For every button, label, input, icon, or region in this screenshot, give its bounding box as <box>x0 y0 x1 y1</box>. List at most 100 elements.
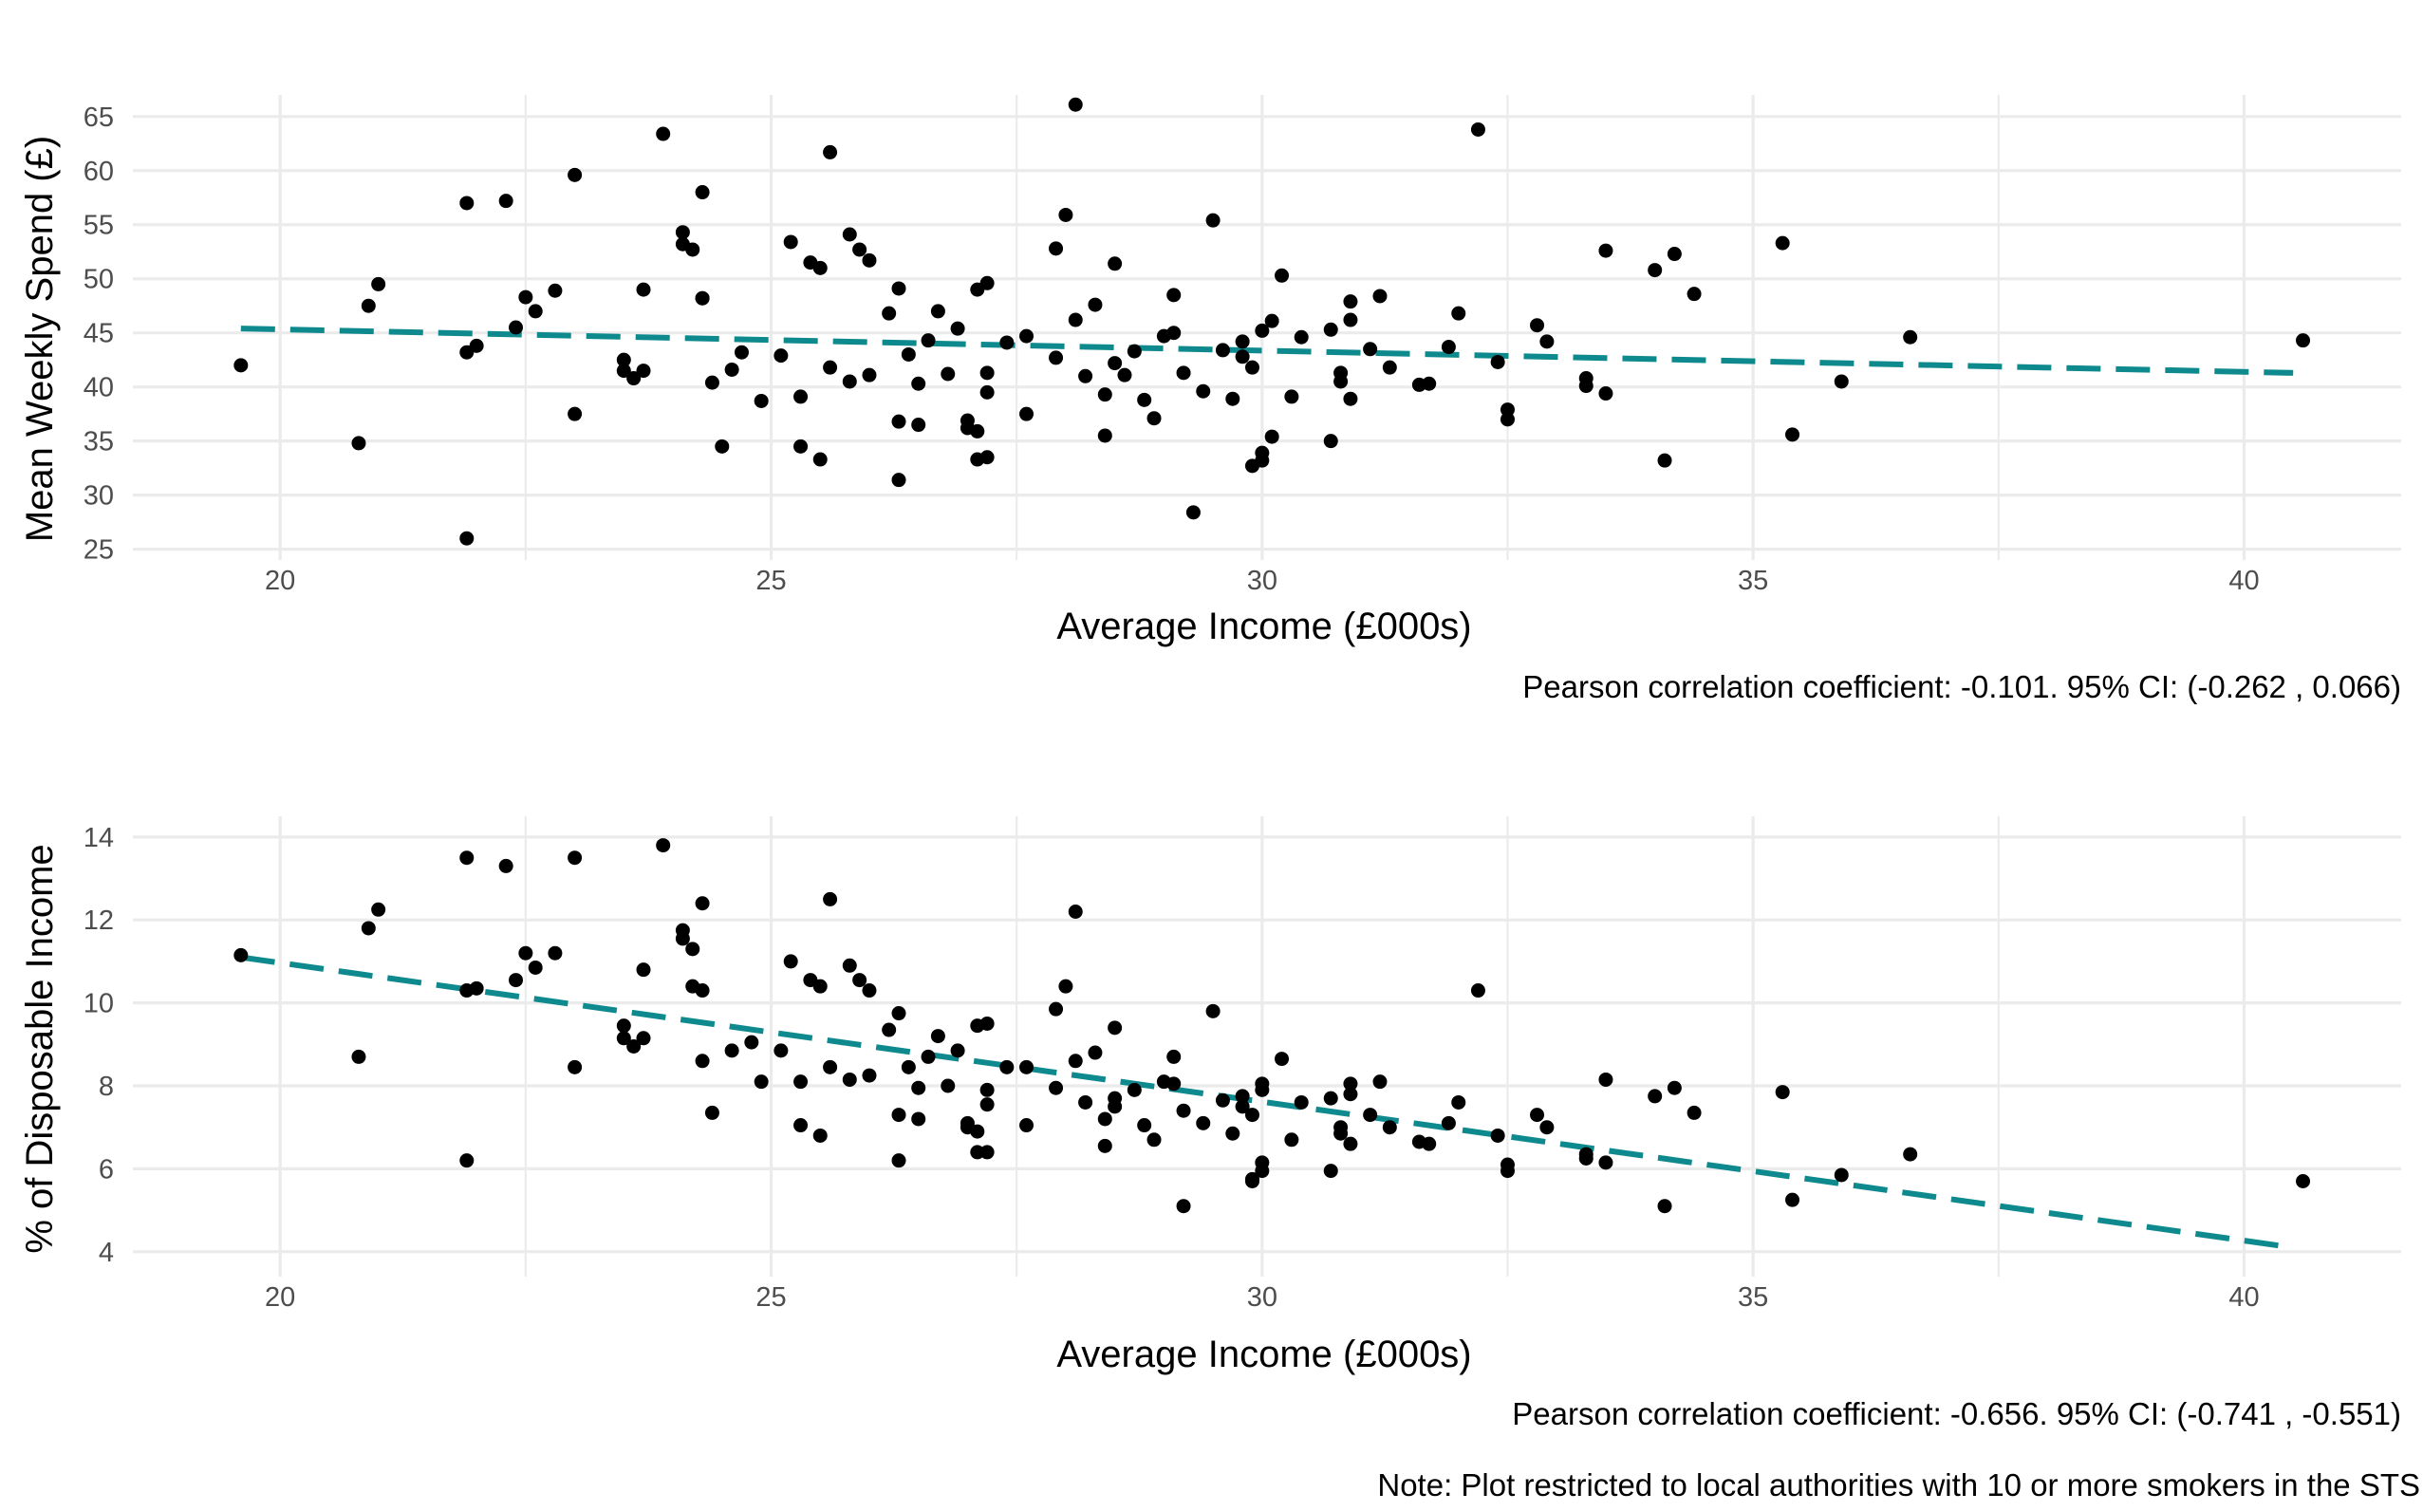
spend-data-point <box>616 352 631 367</box>
disposable-data-point <box>1500 1164 1515 1179</box>
disposable-data-point <box>911 1080 926 1095</box>
spend-data-point <box>1775 235 1790 251</box>
spend-data-point <box>1490 354 1505 369</box>
spend-data-point <box>518 289 533 305</box>
disposable-data-point <box>1333 1126 1349 1141</box>
disposable-gridlines <box>133 816 2401 1277</box>
disposable-data-point <box>979 1145 995 1160</box>
spend-data-point <box>568 406 583 421</box>
spend-data-point <box>979 365 995 381</box>
spend-data-point <box>793 439 809 454</box>
disposable-data-point <box>351 1049 366 1064</box>
spend-data-point <box>724 362 739 377</box>
disposable-data-point <box>842 1072 857 1087</box>
disposable-data-point <box>1049 1001 1064 1017</box>
spend-data-point <box>1422 376 1437 391</box>
disposable-data-point <box>1097 1111 1112 1127</box>
spend-data-point <box>715 439 730 454</box>
spend-data-point <box>1578 379 1594 394</box>
spend-data-point <box>626 371 642 386</box>
spend-data-point <box>1137 392 1152 407</box>
spend-data-point <box>921 333 936 348</box>
spend-data-point <box>812 452 828 467</box>
spend-data-point <box>1225 391 1240 406</box>
disposable-x-tick-label: 20 <box>265 1282 295 1313</box>
spend-points <box>233 97 2311 546</box>
disposable-data-point <box>1108 1020 1123 1036</box>
disposable-data-point <box>1078 1094 1093 1110</box>
disposable-data-point <box>1687 1105 1702 1120</box>
disposable-data-point <box>970 1124 985 1139</box>
disposable-y-tick-label: 14 <box>84 823 114 853</box>
disposable-data-point <box>616 1018 631 1034</box>
disposable-data-point <box>1068 1054 1083 1069</box>
spend-data-point <box>1598 386 1613 401</box>
disposable-data-point <box>950 1043 965 1058</box>
disposable-data-point <box>979 1082 995 1097</box>
disposable-data-point <box>509 973 524 988</box>
spend-data-point <box>1205 213 1221 228</box>
disposable-data-point <box>1598 1072 1613 1087</box>
disposable-data-point <box>812 1128 828 1143</box>
disposable-data-point <box>498 858 513 873</box>
disposable-data-point <box>675 931 690 946</box>
disposable-data-point <box>979 1097 995 1112</box>
disposable-data-point <box>1294 1094 1309 1110</box>
spend-data-point <box>1687 287 1702 302</box>
disposable-data-point <box>1323 1091 1338 1106</box>
spend-data-point <box>862 367 877 383</box>
spend-data-point <box>361 298 376 313</box>
spend-data-point <box>636 282 651 297</box>
spend-y-tick-label: 25 <box>84 535 114 566</box>
spend-data-point <box>1049 350 1064 365</box>
spend-y-tick-label: 30 <box>84 481 114 512</box>
spend-data-point <box>1049 241 1064 256</box>
disposable-data-point <box>1785 1192 1800 1207</box>
spend-data-point <box>1441 340 1456 355</box>
disposable-data-point <box>1225 1126 1240 1141</box>
disposable-data-point <box>695 983 710 999</box>
disposable-data-point <box>528 960 543 975</box>
disposable-data-point <box>1284 1132 1299 1148</box>
disposable-data-point <box>704 1105 719 1120</box>
spend-y-tick-label: 50 <box>84 265 114 295</box>
spend-data-point <box>891 281 906 296</box>
spend-data-point <box>911 418 926 433</box>
spend-data-point <box>793 389 809 404</box>
spend-data-point <box>891 414 906 429</box>
disposable-trend-line <box>240 954 2294 1251</box>
spend-data-point <box>930 304 945 319</box>
disposable-data-point <box>1127 1082 1142 1097</box>
spend-data-point <box>675 225 690 240</box>
disposable-data-point <box>1275 1052 1290 1067</box>
disposable-data-point <box>979 1016 995 1031</box>
spend-data-point <box>2296 333 2311 348</box>
spend-data-point <box>1294 329 1309 345</box>
spend-correlation-caption: Pearson correlation coefficient: -0.101.… <box>1522 669 2401 704</box>
disposable-data-point <box>1382 1120 1397 1135</box>
disposable-y-tick-label: 10 <box>84 989 114 1019</box>
spend-data-point <box>1372 289 1388 304</box>
spend-y-tick-label: 35 <box>84 427 114 457</box>
disposable-data-point <box>1490 1128 1505 1143</box>
disposable-data-point <box>1834 1167 1849 1183</box>
spend-data-point <box>1019 406 1034 421</box>
disposable-x-tick-label: 30 <box>1247 1282 1277 1313</box>
disposable-data-point <box>812 979 828 994</box>
spend-data-point <box>842 227 857 242</box>
spend-data-point <box>1903 329 1918 345</box>
disposable-y-tick-labels: 4 6 8 10 12 14 <box>84 823 114 1268</box>
spend-data-point <box>1108 356 1123 371</box>
disposable-data-point <box>1539 1120 1555 1135</box>
spend-data-point <box>862 252 877 268</box>
spend-data-point <box>1382 360 1397 375</box>
spend-data-point <box>1323 434 1338 449</box>
spend-x-tick-label: 25 <box>755 566 786 596</box>
disposable-x-tick-label: 25 <box>755 1282 786 1313</box>
spend-data-point <box>1343 312 1358 327</box>
spend-data-point <box>941 366 956 382</box>
footnote: Note: Plot restricted to local authoriti… <box>1377 1467 2420 1503</box>
spend-trendline-group <box>240 326 2294 376</box>
spend-data-point <box>1196 383 1211 399</box>
disposable-data-point <box>891 1108 906 1123</box>
